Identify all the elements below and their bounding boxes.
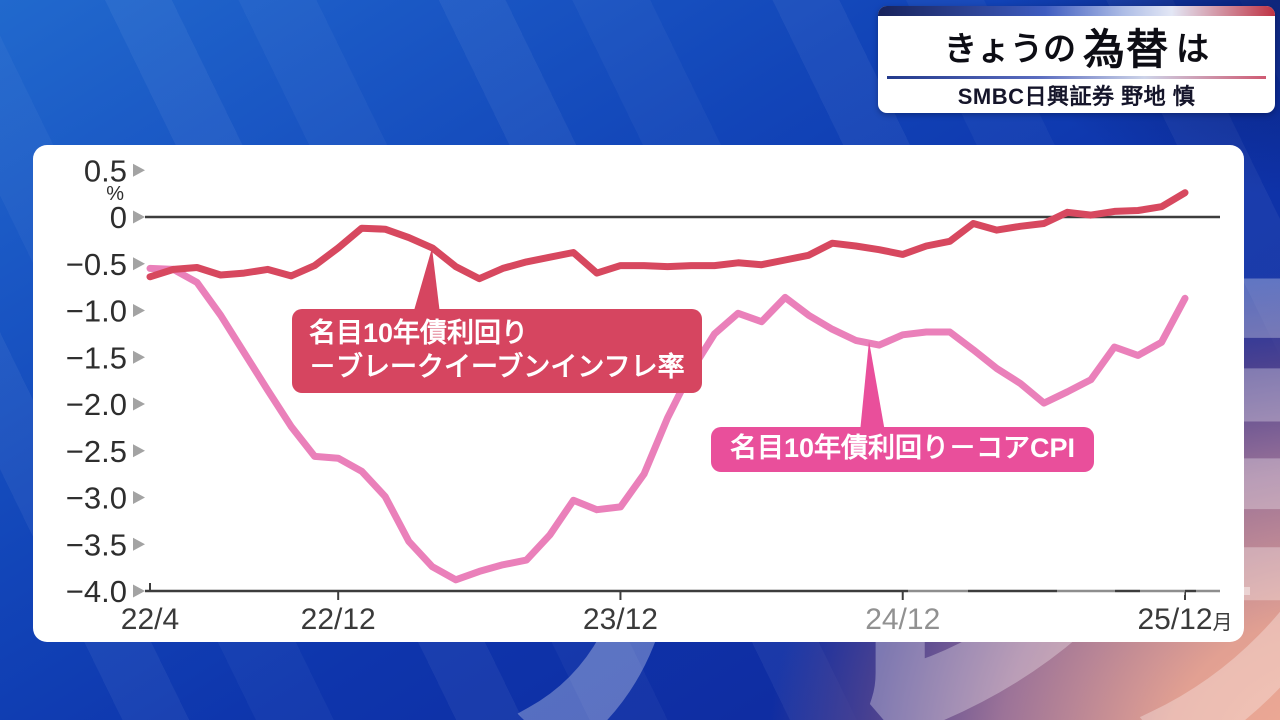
- title-suffix: は: [1176, 30, 1209, 67]
- y-tick-triangle-icon: [133, 163, 145, 177]
- x-tick-label: 22/12: [301, 603, 376, 636]
- analyst-name: SMBC日興証券 野地 慎: [957, 84, 1196, 109]
- x-tick-label: 25/12月: [1137, 603, 1232, 636]
- y-tick-triangle-icon: [133, 350, 145, 364]
- y-tick-label: 0.5: [84, 153, 127, 188]
- y-tick-label: −1.0: [66, 294, 127, 329]
- y-tick-triangle-icon: [133, 537, 145, 551]
- pink-series-label: 名目10年債利回り－コアCPI: [711, 427, 1095, 472]
- chart-panel: [33, 145, 1244, 642]
- chart-series: [146, 189, 1189, 584]
- red-callout-pointer: [413, 248, 440, 314]
- y-tick-label: −3.0: [66, 481, 127, 516]
- watermark-fade-patch: [1057, 587, 1115, 595]
- red-series-label-line1: 名目10年債利回り: [309, 318, 529, 348]
- program-title-card: きょうの 為替 は SMBC日興証券 野地 慎: [878, 6, 1275, 113]
- title-card-divider: [887, 76, 1266, 79]
- red-series-line: [146, 189, 1189, 283]
- y-tick-triangle-icon: [133, 397, 145, 411]
- y-tick-label: −4.0: [66, 574, 127, 609]
- y-tick-triangle-icon: [133, 257, 145, 271]
- y-axis-unit-label: %: [106, 183, 124, 205]
- y-tick-triangle-icon: [133, 444, 145, 458]
- x-tick-label: 24/12: [865, 603, 940, 636]
- x-tick-label: 22/4: [121, 603, 179, 636]
- red-series-label-line2: －ブレークイーブンインフレ率: [309, 352, 685, 382]
- pink-callout-pointer: [860, 341, 885, 432]
- watermark-fade-patches: [908, 587, 1250, 595]
- chart-axes: 0.5 0 −0.5 −1.0 −1.5 −2.0 −2.5 −3.0 −3.5 −4.0% 22/…: [66, 153, 1233, 636]
- y-tick-label: −2.0: [66, 387, 127, 422]
- y-tick-triangle-icon: [133, 491, 145, 504]
- y-tick-triangle-icon: [133, 210, 145, 224]
- y-tick-label: −2.5: [66, 434, 127, 469]
- watermark-fade-patch: [1196, 587, 1250, 595]
- pink-series-line: [146, 264, 1189, 584]
- y-tick-label: −3.5: [66, 527, 127, 562]
- y-tick-triangle-icon: [133, 304, 145, 317]
- y-tick-label: 0: [110, 200, 127, 235]
- y-tick-label: −1.5: [66, 340, 127, 375]
- title-prefix: きょうの: [943, 30, 1076, 67]
- title-card-gradient-strip: [878, 6, 1275, 16]
- title-emphasis: 為替: [1082, 25, 1169, 73]
- callout-pointers: [413, 248, 885, 432]
- watermark-fade-patch: [908, 587, 968, 595]
- red-series-label: 名目10年債利回り －ブレークイーブンインフレ率: [292, 309, 702, 393]
- y-tick-label: −0.5: [66, 247, 127, 282]
- watermark-fade-patch: [1140, 587, 1185, 595]
- program-title: きょうの 為替 は: [878, 16, 1275, 76]
- x-tick-label: 23/12: [583, 603, 658, 636]
- y-tick-triangle-icon: [133, 584, 145, 598]
